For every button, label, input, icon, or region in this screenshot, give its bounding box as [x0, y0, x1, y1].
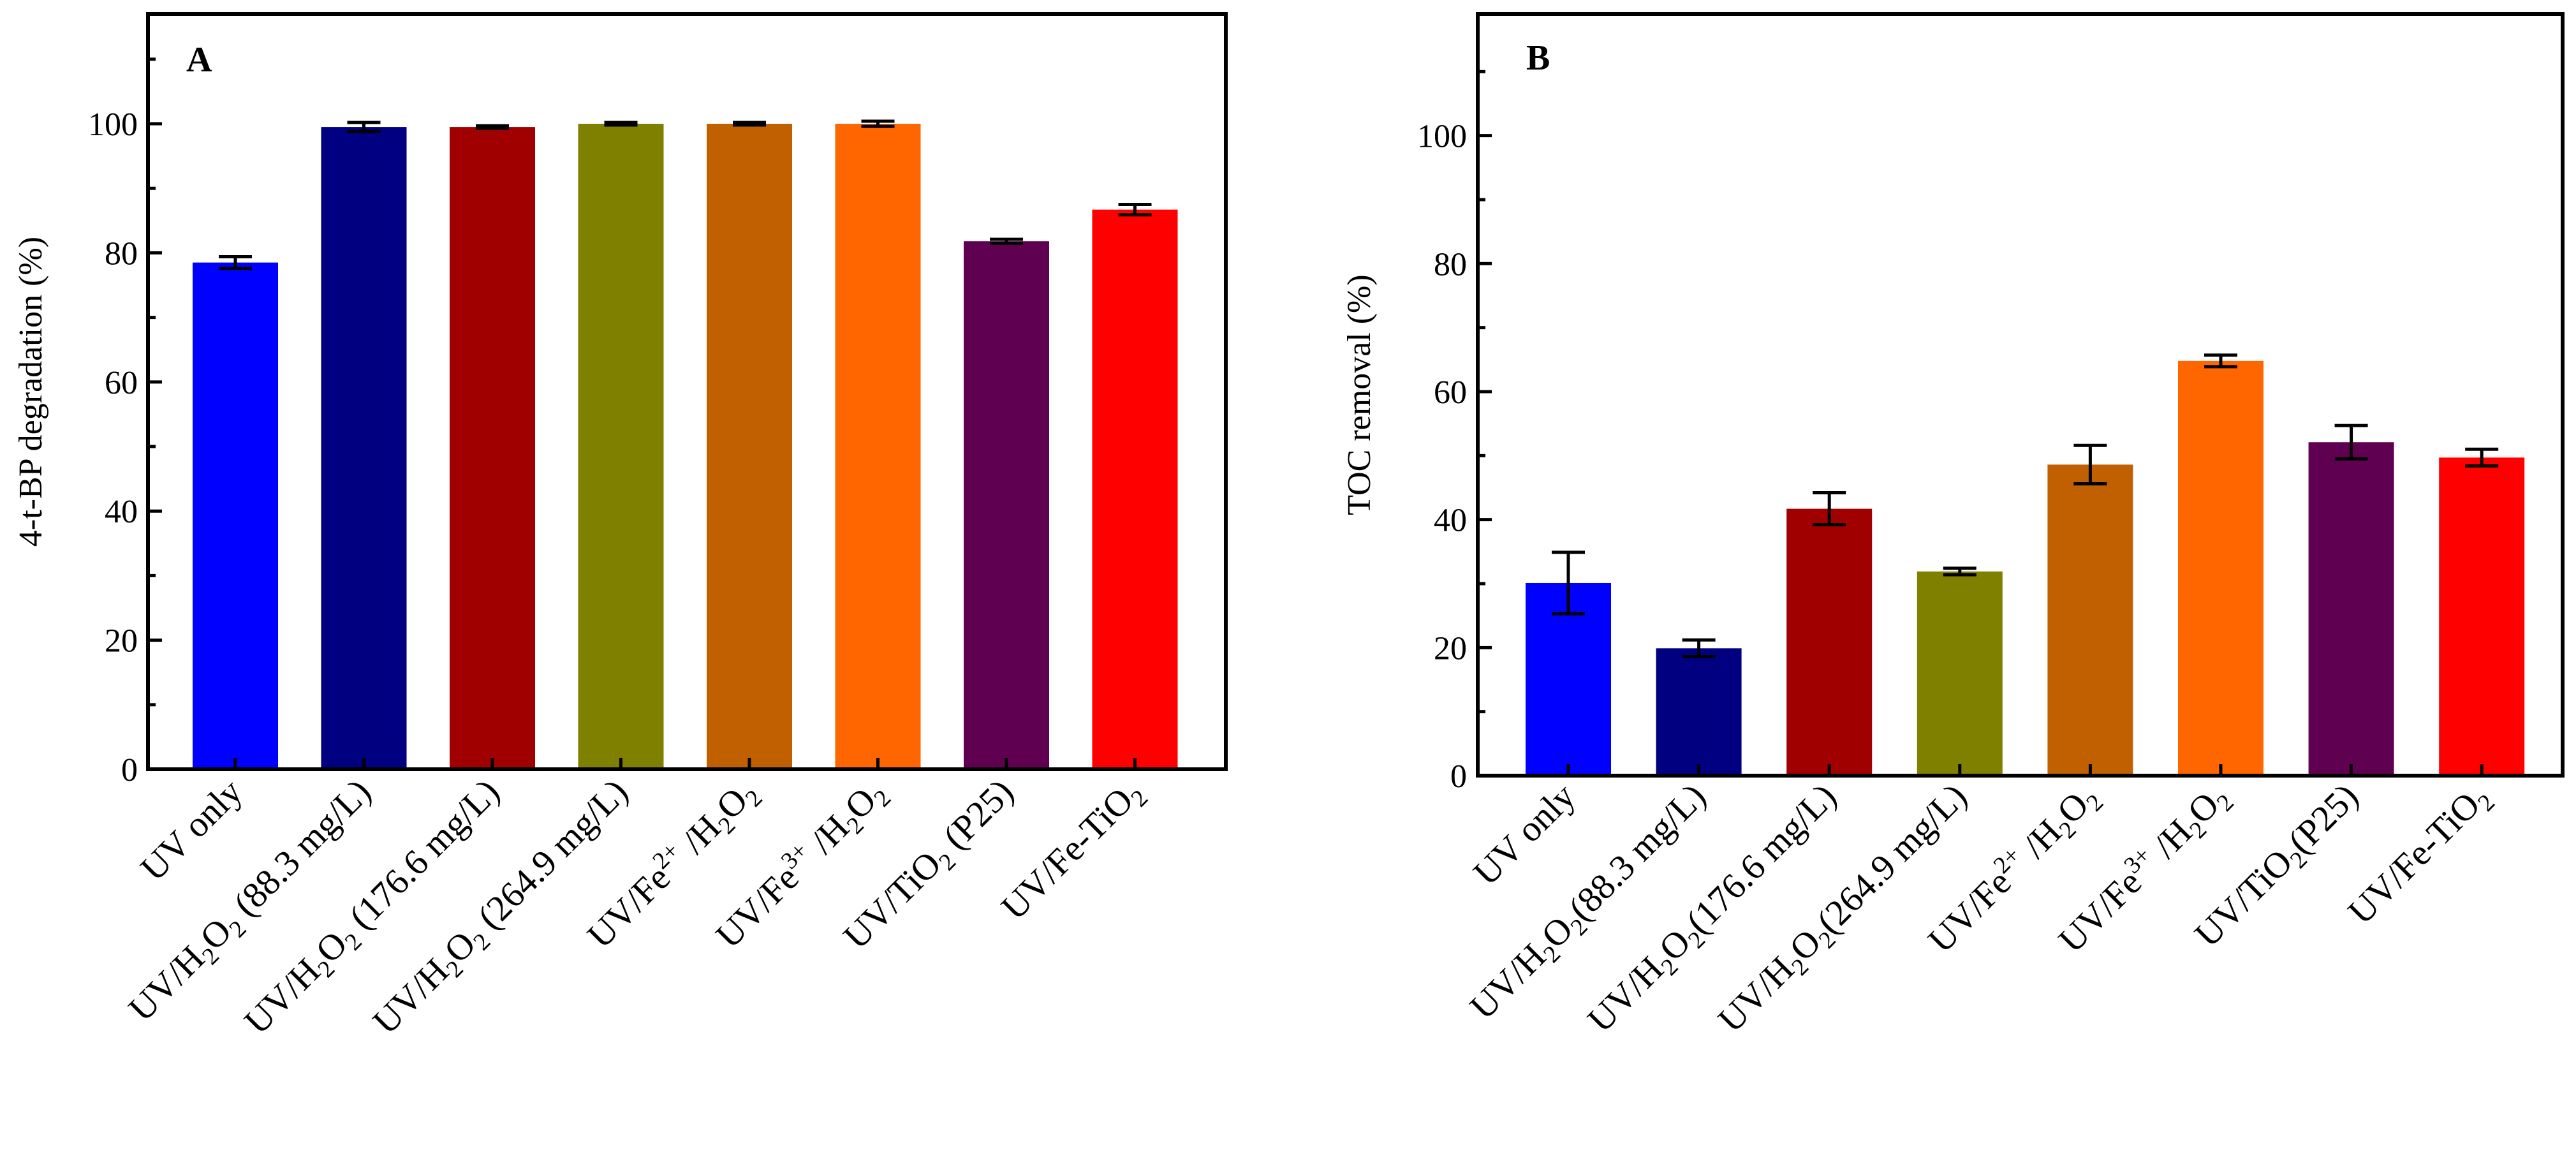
error-bar-b-5 [2073, 443, 2107, 485]
error-bar-a-6 [861, 119, 895, 128]
y-tick-label: 40 [1434, 503, 1467, 539]
bar-b-4 [1917, 571, 2003, 776]
y-tick-label: 60 [1434, 374, 1467, 411]
y-tick-label: 80 [105, 235, 138, 272]
bar-b-2 [1656, 648, 1742, 776]
error-bar-a-4 [604, 121, 638, 127]
bar-b-6 [2178, 360, 2263, 776]
y-tick-label: 100 [1417, 119, 1467, 155]
bar-a-1 [193, 262, 278, 770]
bar-b-5 [2047, 464, 2133, 776]
panel-label: B [1526, 38, 1550, 78]
error-bar-b-8 [2465, 447, 2499, 468]
bar-a-2 [321, 127, 407, 770]
y-tick-label: 40 [105, 494, 138, 530]
bar-b-3 [1786, 508, 1873, 776]
category-label-1: UV only [133, 771, 250, 889]
bar-a-4 [578, 124, 664, 770]
panel-label: A [186, 40, 212, 80]
error-bar-a-8 [1118, 203, 1152, 217]
y-tick-label: 20 [105, 623, 138, 660]
bar-a-8 [1092, 209, 1178, 770]
category-label-part: UV/Fe [708, 858, 806, 956]
y-axis-title: TOC removal (%) [1341, 274, 1378, 515]
error-bar-b-3 [1813, 491, 1846, 527]
y-tick-label: 100 [88, 107, 138, 143]
bar-b-8 [2439, 457, 2525, 776]
y-tick-label: 0 [1450, 758, 1467, 795]
plot-frame [146, 12, 1228, 771]
error-bar-b-1 [1552, 550, 1585, 616]
category-label-part: UV/TiO [836, 844, 949, 957]
y-tick-label: 0 [121, 752, 138, 788]
category-label-part: UV/TiO [2187, 842, 2300, 955]
bar-a-6 [835, 124, 921, 770]
y-tick-label: 60 [105, 365, 138, 401]
bar-a-3 [450, 127, 535, 770]
category-label-2: UV/H2O2 (88.3 mg/L) [121, 772, 383, 1033]
category-label-part: UV/Fe [1920, 862, 2019, 961]
category-label-2: UV/H2O2(88.3 mg/L) [1462, 776, 1717, 1031]
category-label-8: UV/Fe-TiO2 [2341, 776, 2500, 936]
panel-a: 0 20 40 60 80 100 4-t-BP degradation (%) A UV on… [13, 12, 1228, 1042]
bar-a-7 [964, 241, 1049, 769]
category-label-4: UV/H2O2(264.9 mg/L) [1711, 776, 1978, 1044]
error-bar-b-2 [1682, 638, 1716, 658]
error-bar-a-1 [219, 255, 252, 270]
category-label-part: UV only [133, 771, 250, 889]
error-bar-b-7 [2334, 424, 2368, 461]
y-axis-title: 4-t-BP degradation (%) [13, 237, 49, 547]
category-label-1: UV only [1466, 776, 1583, 893]
category-label-3: UV/H2O2(176.6 mg/L) [1580, 776, 1848, 1044]
error-bar-a-5 [733, 121, 766, 127]
category-label-part: UV/Fe [580, 858, 678, 956]
plot-frame [1476, 12, 2565, 778]
category-label-8: UV/Fe-TiO2 [994, 772, 1153, 931]
error-bar-b-6 [2204, 353, 2237, 369]
error-bar-b-4 [1943, 566, 1976, 577]
bar-b-7 [2308, 442, 2394, 776]
error-bar-a-7 [990, 237, 1023, 245]
error-bar-a-2 [347, 121, 381, 133]
y-tick-label: 20 [1434, 630, 1467, 667]
error-bar-a-3 [476, 124, 509, 130]
bar-a-5 [707, 124, 792, 770]
category-label-part: UV/Fe [2051, 862, 2149, 961]
y-tick-label: 80 [1434, 246, 1467, 283]
category-label-part: (P25) [929, 772, 1021, 864]
category-label-part: UV only [1466, 776, 1583, 893]
